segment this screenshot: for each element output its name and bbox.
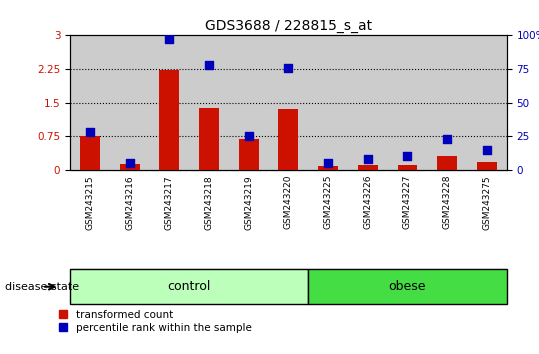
Text: obese: obese — [389, 280, 426, 293]
Bar — [239, 138, 259, 170]
Text: GSM243215: GSM243215 — [85, 175, 94, 229]
Bar — [358, 165, 378, 170]
Text: GSM243217: GSM243217 — [165, 175, 174, 229]
Bar — [160, 70, 179, 170]
Bar — [279, 109, 298, 170]
Point — [86, 130, 94, 135]
Text: control: control — [168, 280, 211, 293]
Point — [165, 36, 174, 42]
Text: GSM243226: GSM243226 — [363, 175, 372, 229]
Point — [244, 133, 253, 139]
Text: GSM243219: GSM243219 — [244, 175, 253, 229]
Bar — [398, 165, 417, 170]
Point — [482, 147, 491, 153]
Bar — [437, 155, 457, 170]
Point — [403, 154, 412, 159]
Text: GSM243275: GSM243275 — [482, 175, 492, 229]
Text: GSM243225: GSM243225 — [323, 175, 333, 229]
Point — [363, 156, 372, 162]
Point — [284, 65, 293, 70]
Bar — [120, 164, 140, 170]
Point — [205, 62, 213, 68]
Bar — [80, 136, 100, 170]
Bar — [199, 108, 219, 170]
Bar — [477, 162, 497, 170]
Bar — [70, 269, 308, 304]
Text: GSM243228: GSM243228 — [443, 175, 452, 229]
Point — [324, 160, 333, 166]
Text: GSM243218: GSM243218 — [204, 175, 213, 229]
Text: GSM243216: GSM243216 — [125, 175, 134, 229]
Text: GSM243227: GSM243227 — [403, 175, 412, 229]
Text: GSM243220: GSM243220 — [284, 175, 293, 229]
Title: GDS3688 / 228815_s_at: GDS3688 / 228815_s_at — [205, 19, 372, 33]
Bar — [318, 166, 338, 170]
Legend: transformed count, percentile rank within the sample: transformed count, percentile rank withi… — [59, 310, 252, 333]
Bar — [308, 269, 507, 304]
Point — [125, 160, 134, 166]
Text: disease state: disease state — [5, 282, 80, 292]
Point — [443, 136, 452, 142]
